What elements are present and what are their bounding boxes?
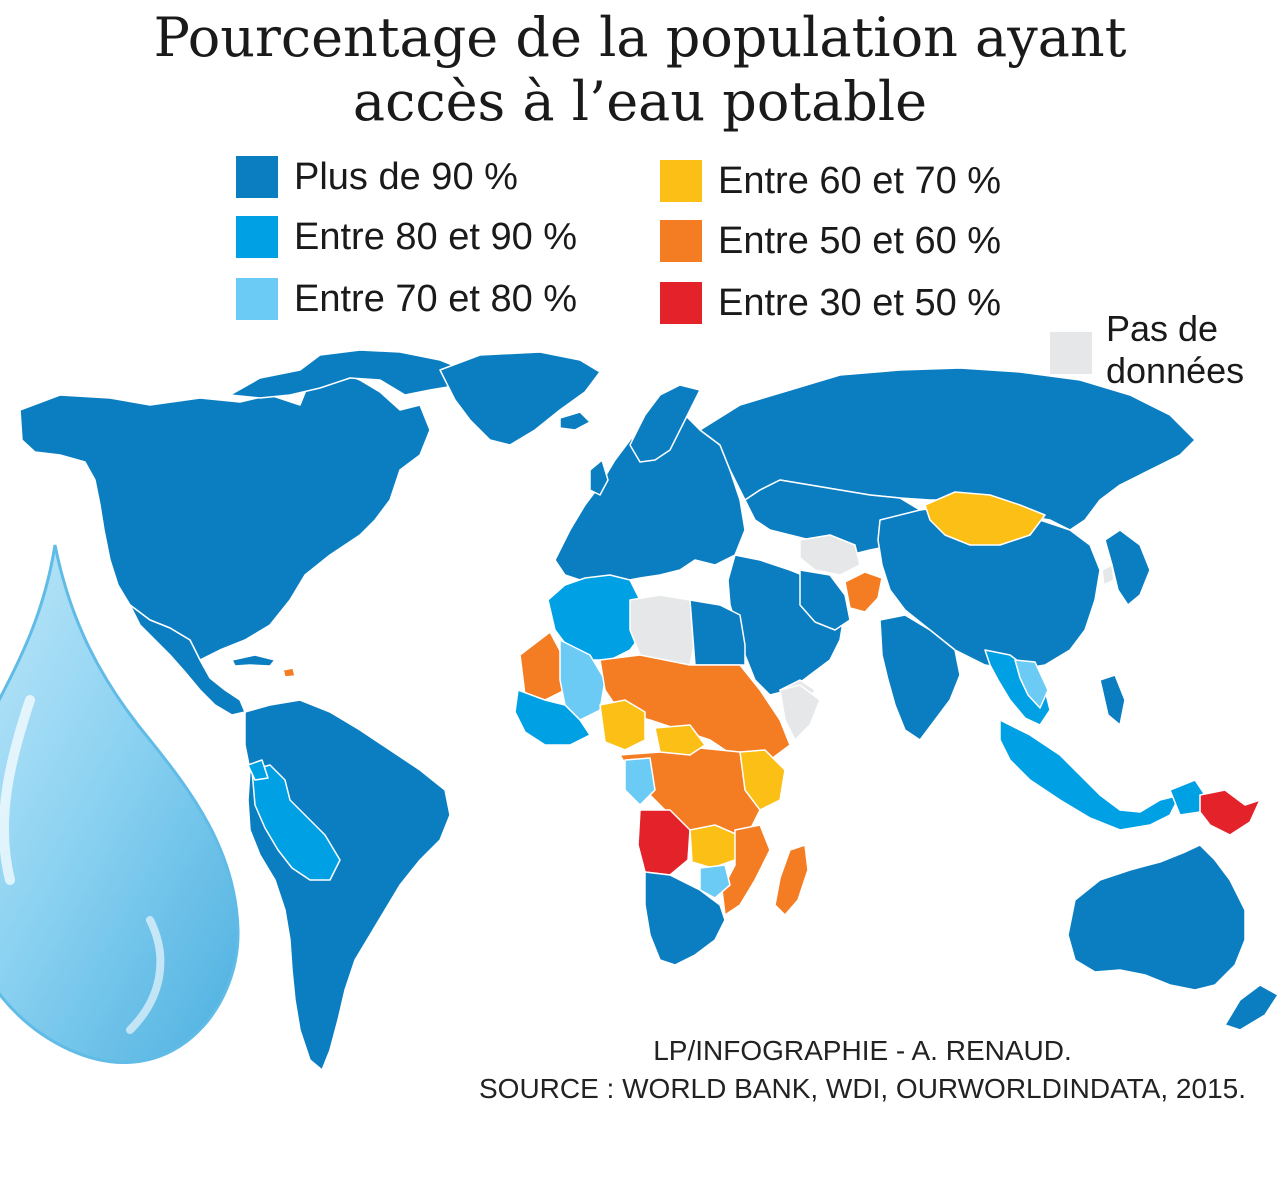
title-line-2: accès à l’eau potable	[352, 70, 928, 133]
new-zealand-shape	[1224, 984, 1279, 1031]
legend-swatch-60-70	[660, 160, 702, 202]
legend-item-60-70: Entre 60 et 70 %	[660, 160, 1001, 202]
papua-new-guinea-shape	[1199, 789, 1261, 836]
legend-item-80-90: Entre 80 et 90 %	[236, 216, 577, 258]
uk-shape	[589, 459, 609, 496]
southern-africa-shape	[644, 871, 726, 966]
greenland-shape	[439, 351, 601, 446]
afghanistan-shape	[844, 571, 883, 613]
philippines-shape	[1099, 674, 1126, 726]
kenya-tanzania-shape	[739, 749, 786, 811]
legend-label-70-80: Entre 70 et 80 %	[294, 278, 578, 320]
legend-swatch-over-90	[236, 156, 278, 198]
legend-item-50-60: Entre 50 et 60 %	[660, 220, 1001, 262]
no-data-line-1: Pas de	[1106, 308, 1219, 349]
iran-shape	[799, 569, 851, 631]
australia-shape	[1067, 844, 1246, 991]
legend-label-no-data: Pas de données	[1106, 308, 1244, 392]
peru-bolivia-shape	[251, 764, 341, 881]
india-shape	[879, 614, 961, 741]
south-america-main-shape	[244, 699, 451, 1071]
credit-author: LP/INFOGRAPHIE - A. RENAUD.	[653, 1035, 1072, 1066]
legend-label-over-90: Plus de 90 %	[294, 156, 518, 198]
legend-label-80-90: Entre 80 et 90 %	[294, 216, 578, 258]
legend-swatch-no-data	[1050, 332, 1092, 374]
credits: LP/INFOGRAPHIE - A. RENAUD. SOURCE : WOR…	[479, 1032, 1246, 1108]
legend-item-30-50: Entre 30 et 50 %	[660, 282, 1001, 324]
title-line-1: Pourcentage de la population ayant	[153, 6, 1127, 69]
car-shape	[654, 724, 706, 756]
mongolia-shape	[924, 491, 1046, 546]
legend-label-60-70: Entre 60 et 70 %	[718, 160, 1002, 202]
mozambique-shape	[721, 824, 771, 916]
haiti-shape	[282, 667, 296, 678]
iceland-shape	[559, 411, 591, 431]
map-title: Pourcentage de la population ayant accès…	[0, 6, 1280, 134]
legend-swatch-30-50	[660, 282, 702, 324]
zimbabwe-shape	[699, 864, 731, 899]
ecuador-shape	[247, 759, 269, 781]
angola-shape	[637, 809, 691, 876]
scandinavia-shape	[629, 384, 701, 463]
legend-label-50-60: Entre 50 et 60 %	[718, 220, 1002, 262]
credit-source: SOURCE : WORLD BANK, WDI, OURWORLDINDATA…	[478, 1073, 1246, 1104]
mauritania-shape	[519, 631, 566, 701]
legend-item-over-90: Plus de 90 %	[236, 156, 518, 198]
horn-africa-shape	[779, 684, 821, 741]
legend-swatch-50-60	[660, 220, 702, 262]
turkmenistan-uzbekistan-shape	[799, 534, 861, 576]
taiwan-shape	[1101, 564, 1115, 586]
north-america-shape	[19, 371, 431, 661]
legend-swatch-80-90	[236, 216, 278, 258]
west-africa-shape	[514, 689, 591, 746]
zambia-shape	[689, 824, 739, 869]
gabon-congo-shape	[624, 757, 656, 806]
cuba-shape	[231, 654, 276, 667]
legend-label-30-50: Entre 30 et 50 %	[718, 282, 1002, 324]
indonesia-shape	[999, 719, 1181, 831]
nigeria-shape	[599, 699, 646, 751]
madagascar-shape	[774, 844, 809, 916]
mali-niger-shape	[559, 639, 606, 721]
water-drop-icon	[0, 544, 240, 1064]
laos-cambodia-shape	[1014, 659, 1049, 709]
no-data-line-2: données	[1106, 350, 1245, 391]
korea-japan-shape	[1104, 529, 1151, 606]
legend-swatch-70-80	[236, 278, 278, 320]
legend-item-70-80: Entre 70 et 80 %	[236, 278, 577, 320]
